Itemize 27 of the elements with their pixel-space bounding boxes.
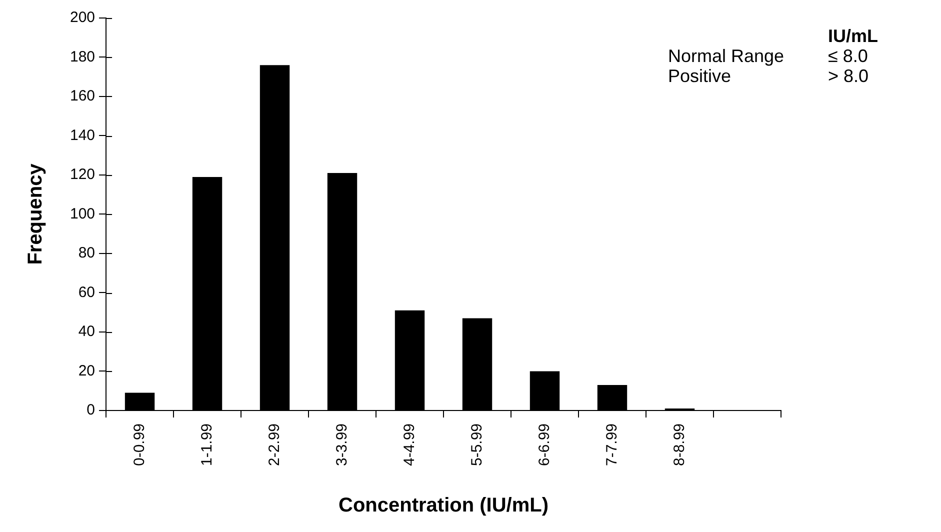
y-tick-label: 120 xyxy=(70,166,96,184)
y-tick-label: 100 xyxy=(70,205,96,222)
text: ≤ 8.0 xyxy=(828,46,869,66)
x-tick-label: 8-8.99 xyxy=(670,423,688,466)
x-tick-label: 0-0.99 xyxy=(130,423,148,466)
text: > 8.0 xyxy=(828,66,870,86)
y-tick-label: 80 xyxy=(78,244,96,262)
x-tick-label: 3-3.99 xyxy=(333,423,350,466)
annotation: Positive xyxy=(668,66,732,86)
x-tick-label: 2-2.99 xyxy=(266,423,283,466)
y-tick-label: 140 xyxy=(70,126,96,144)
y-tick-label: 40 xyxy=(78,323,96,340)
y-tick-label: 160 xyxy=(70,88,96,105)
annotation: Normal Range xyxy=(668,46,786,66)
x-tick-label: 4-4.99 xyxy=(400,423,418,466)
y-tick-label: 0 xyxy=(86,402,96,419)
x-tick-label: 7-7.99 xyxy=(603,423,620,466)
text: IU/mL xyxy=(828,26,878,46)
y-tick-label: 200 xyxy=(70,9,96,26)
x-tick-label: 5-5.99 xyxy=(468,423,486,466)
y-tick-label: 180 xyxy=(70,48,96,66)
x-tick-label: 6-6.99 xyxy=(536,423,553,466)
y-tick-label: 60 xyxy=(78,284,96,301)
x-axis-title: Concentration (IU/mL) xyxy=(338,494,549,517)
y-tick-label: 20 xyxy=(78,362,96,380)
x-tick-label: 1-1.99 xyxy=(198,423,216,466)
y-axis-title: Frequency xyxy=(24,162,47,265)
